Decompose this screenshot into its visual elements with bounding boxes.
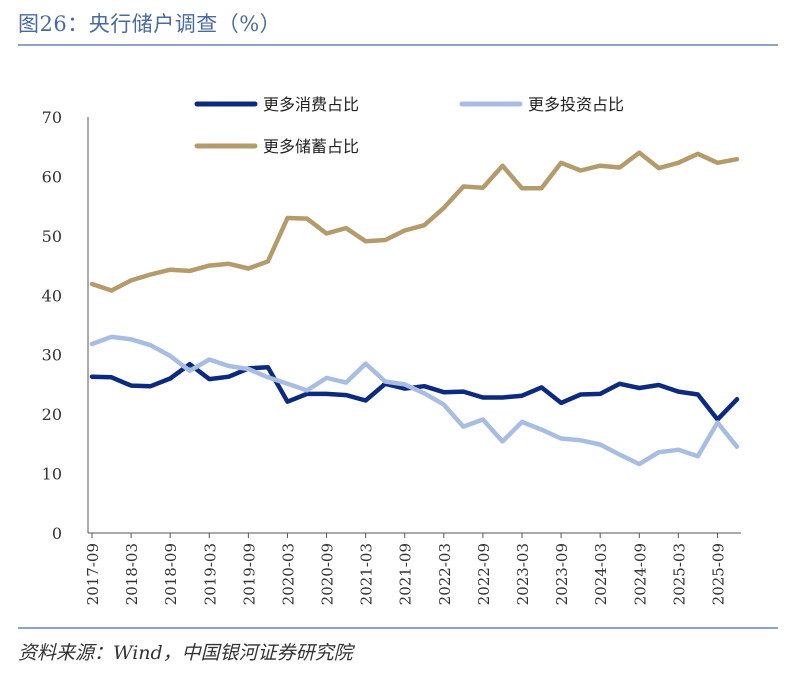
legend-label-1: 更多消费占比 <box>263 95 359 114</box>
x-tick-label: 2021-09 <box>397 543 415 605</box>
x-tick-label: 2023-03 <box>514 543 532 605</box>
y-tick-label: 50 <box>42 227 62 246</box>
x-tick-label: 2025-03 <box>670 543 688 605</box>
x-tick-label: 2021-03 <box>358 543 376 605</box>
x-tick-label: 2023-09 <box>553 543 571 605</box>
x-tick-label: 2022-09 <box>475 543 493 605</box>
series-lines <box>89 150 740 467</box>
title-divider <box>18 44 778 46</box>
source-note: 资料来源：Wind，中国银河证券研究院 <box>18 642 353 664</box>
y-tick-label: 20 <box>42 405 62 424</box>
y-tick-label: 70 <box>42 108 62 127</box>
y-tick-label: 30 <box>42 346 62 365</box>
y-tick-label: 40 <box>42 286 62 305</box>
chart-axes: 0 10 20 30 40 50 60 70 2017-09 2018-03 2018-09 2019… <box>42 108 741 605</box>
x-tick-label: 2019-09 <box>240 543 258 605</box>
y-tick-label: 0 <box>52 524 62 543</box>
x-tick-label: 2019-03 <box>201 543 219 605</box>
x-tick-label: 2018-03 <box>123 543 141 605</box>
source-divider <box>18 627 778 629</box>
legend-label-2: 更多投资占比 <box>528 95 624 114</box>
figure-title: 图26：央行储户调查（%） <box>18 12 282 36</box>
x-tick-label: 2022-03 <box>436 543 454 605</box>
series-line-3 <box>89 150 740 293</box>
line-chart: 0 10 20 30 40 50 60 70 2017-09 2018-03 2018-09 2019… <box>42 95 741 605</box>
x-tick-label: 2024-09 <box>631 543 649 605</box>
y-tick-label: 10 <box>42 465 62 484</box>
x-tick-label: 2018-09 <box>162 543 180 605</box>
x-tick-label: 2020-03 <box>279 543 297 605</box>
x-tick-label: 2020-09 <box>319 543 337 605</box>
x-tick-label: 2025-09 <box>709 543 727 605</box>
series-line-2 <box>89 334 740 467</box>
y-tick-label: 60 <box>42 167 62 186</box>
x-tick-label: 2017-09 <box>84 543 102 605</box>
legend-label-3: 更多储蓄占比 <box>263 137 359 156</box>
x-tick-label: 2024-03 <box>592 543 610 605</box>
